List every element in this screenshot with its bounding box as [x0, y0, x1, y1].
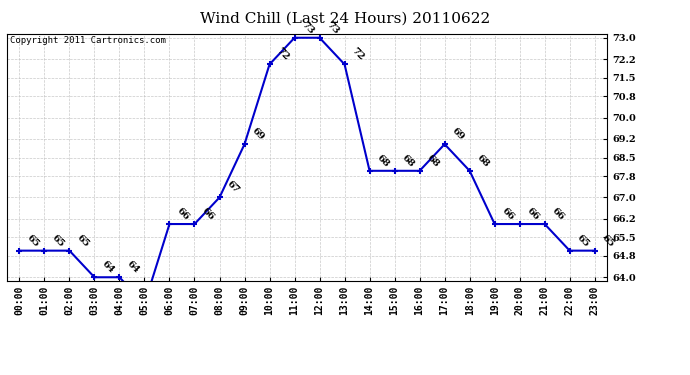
Text: 65: 65 [600, 232, 616, 249]
Text: 66: 66 [200, 206, 216, 222]
Text: 69: 69 [450, 126, 466, 142]
Text: 69: 69 [250, 126, 266, 142]
Text: 63: 63 [0, 374, 1, 375]
Text: 64: 64 [125, 259, 141, 275]
Text: 66: 66 [550, 206, 566, 222]
Text: 73: 73 [325, 20, 341, 36]
Text: 68: 68 [400, 153, 416, 169]
Text: 64: 64 [100, 259, 116, 275]
Text: 72: 72 [350, 46, 366, 62]
Text: 67: 67 [225, 179, 241, 195]
Text: Copyright 2011 Cartronics.com: Copyright 2011 Cartronics.com [10, 36, 166, 45]
Text: 72: 72 [275, 46, 291, 62]
Text: 65: 65 [575, 232, 591, 249]
Text: 66: 66 [500, 206, 516, 222]
Text: 65: 65 [25, 232, 41, 249]
Text: Wind Chill (Last 24 Hours) 20110622: Wind Chill (Last 24 Hours) 20110622 [200, 11, 490, 25]
Text: 68: 68 [375, 153, 391, 169]
Text: 66: 66 [175, 206, 191, 222]
Text: 73: 73 [300, 20, 316, 36]
Text: 66: 66 [525, 206, 541, 222]
Text: 65: 65 [50, 232, 66, 249]
Text: 68: 68 [425, 153, 441, 169]
Text: 65: 65 [75, 232, 91, 249]
Text: 68: 68 [475, 153, 491, 169]
